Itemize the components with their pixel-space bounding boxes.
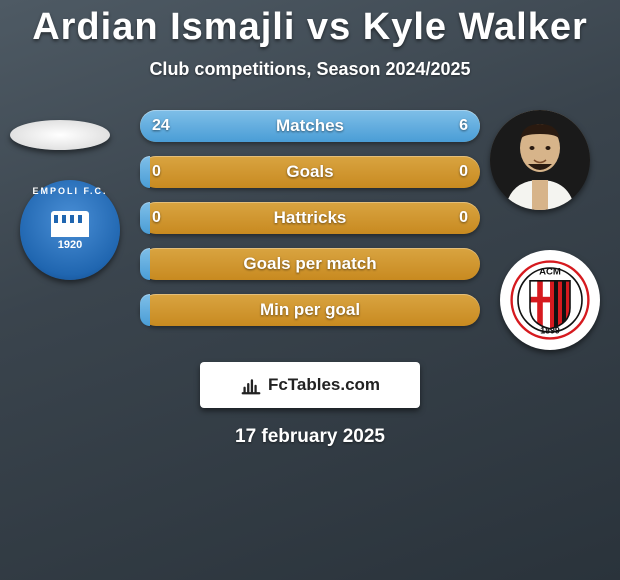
- stats-bars: 246Matches 00Goals 00Hattricks Goals per ma…: [140, 110, 480, 340]
- bar-chart-icon: [240, 374, 262, 396]
- watermark-box: FcTables.com: [200, 362, 420, 408]
- stat-row: Goals per match: [140, 248, 480, 280]
- stat-label: Goals per match: [140, 254, 480, 274]
- stat-label: Hattricks: [140, 208, 480, 228]
- stat-row: Min per goal: [140, 294, 480, 326]
- stat-label: Goals: [140, 162, 480, 182]
- stat-row: 00Hattricks: [140, 202, 480, 234]
- stat-row: 00Goals: [140, 156, 480, 188]
- date-text: 17 february 2025: [0, 426, 620, 448]
- stat-row: 246Matches: [140, 110, 480, 142]
- stat-label: Min per goal: [140, 300, 480, 320]
- watermark-text: FcTables.com: [268, 375, 380, 395]
- page-title: Ardian Ismajli vs Kyle Walker: [0, 0, 620, 49]
- stat-label: Matches: [140, 116, 480, 136]
- subtitle: Club competitions, Season 2024/2025: [0, 59, 620, 80]
